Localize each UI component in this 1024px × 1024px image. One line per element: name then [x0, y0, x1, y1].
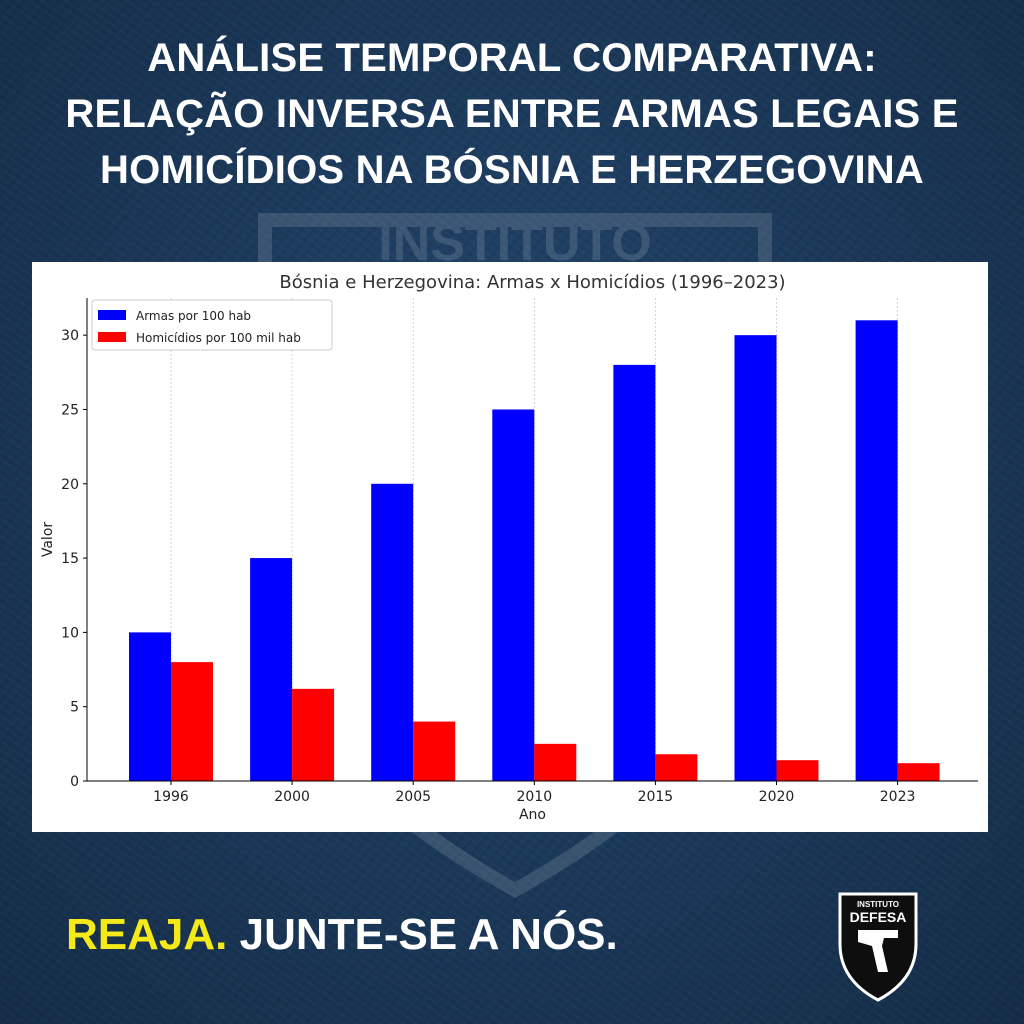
- bar-armas: [492, 409, 535, 781]
- bar-armas: [250, 558, 293, 781]
- bar-armas: [613, 364, 656, 781]
- bar-homicidios: [413, 721, 456, 781]
- headline: ANÁLISE TEMPORAL COMPARATIVA: RELAÇÃO IN…: [0, 30, 1024, 198]
- x-axis-label: Ano: [519, 807, 546, 823]
- y-tick-label: 25: [61, 402, 79, 418]
- svg-text:DEFESA: DEFESA: [850, 909, 907, 925]
- pistol-icon: [858, 930, 898, 972]
- x-tick-label: 2010: [516, 789, 552, 805]
- call-to-action: REAJA. JUNTE-SE A NÓS.: [66, 910, 618, 960]
- cta-highlight: REAJA.: [66, 910, 228, 959]
- bar-homicidios: [655, 754, 698, 781]
- bar-homicidios: [897, 763, 940, 781]
- bar-homicidios: [776, 760, 819, 781]
- legend-label: Homicídios por 100 mil hab: [136, 331, 301, 345]
- bar-armas: [129, 632, 171, 781]
- bar-chart: 0 5 10 15 20 25 30 1996 2000 2005 2010 2015 2020 2023…: [40, 272, 978, 823]
- chart-title: Bósnia e Herzegovina: Armas x Homicídios…: [279, 272, 785, 293]
- x-tick-label: 2005: [395, 789, 431, 805]
- bar-armas: [371, 483, 414, 781]
- headline-line-3: HOMICÍDIOS NA BÓSNIA E HERZEGOVINA: [100, 148, 924, 192]
- y-axis-label: Valor: [40, 522, 56, 558]
- y-tick-label: 0: [70, 774, 79, 790]
- headline-line-1: ANÁLISE TEMPORAL COMPARATIVA:: [147, 36, 877, 80]
- x-tick-label: 2015: [638, 789, 674, 805]
- legend-swatch: [98, 310, 126, 320]
- chart-card: 0 5 10 15 20 25 30 1996 2000 2005 2010 2015 2020 2023…: [32, 262, 988, 832]
- x-tick-label: 2000: [274, 789, 310, 805]
- bar-armas: [855, 320, 898, 781]
- y-tick-label: 20: [61, 477, 79, 493]
- bar-armas: [734, 335, 777, 781]
- x-tick-label: 2023: [880, 789, 916, 805]
- headline-line-2: RELAÇÃO INVERSA ENTRE ARMAS LEGAIS E: [65, 92, 959, 136]
- x-tick-label: 1996: [153, 789, 189, 805]
- cta-text: JUNTE-SE A NÓS.: [239, 910, 618, 959]
- svg-text:INSTITUTO: INSTITUTO: [857, 900, 899, 909]
- y-tick-label: 15: [61, 551, 79, 567]
- bar-homicidios: [534, 743, 577, 781]
- bar-homicidios: [292, 688, 335, 781]
- legend-swatch: [98, 332, 126, 342]
- instituto-defesa-logo: INSTITUTO DEFESA: [838, 892, 918, 1002]
- x-tick-label: 2020: [759, 789, 795, 805]
- legend-box: [91, 299, 333, 351]
- legend-label: Armas por 100 hab: [136, 309, 251, 323]
- y-tick-label: 10: [61, 625, 79, 641]
- y-tick-label: 30: [61, 328, 79, 344]
- y-tick-label: 5: [70, 700, 79, 716]
- bar-homicidios: [171, 662, 213, 781]
